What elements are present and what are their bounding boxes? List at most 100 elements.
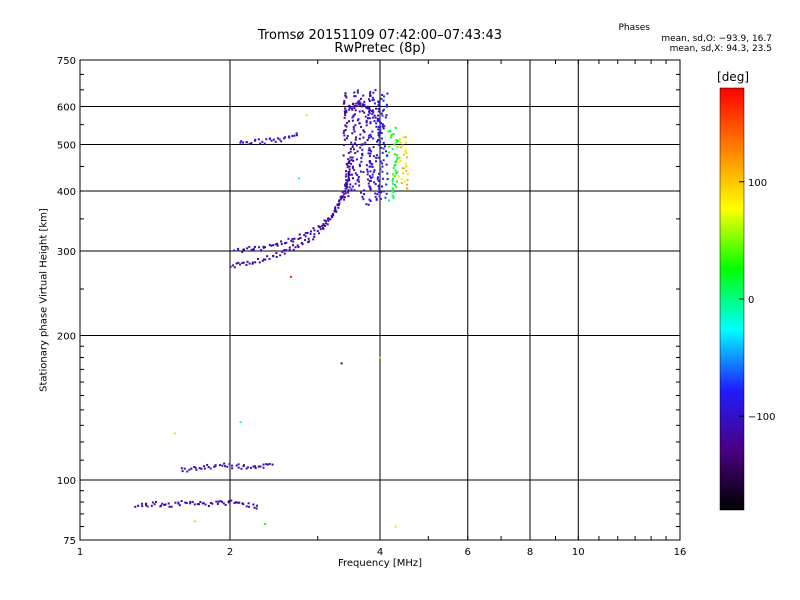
trace-point [368, 160, 371, 163]
trace-point [257, 257, 260, 260]
trace-point [396, 146, 399, 149]
trace-point [374, 160, 377, 163]
trace-point [399, 141, 402, 144]
trace-point [253, 465, 256, 468]
trace-point [374, 89, 377, 92]
trace-point [356, 174, 359, 177]
trace-point [357, 100, 360, 103]
trace-point [340, 196, 343, 199]
trace-point [317, 225, 320, 228]
trace-point [177, 502, 180, 505]
trace-point [345, 179, 348, 182]
trace-point [177, 501, 180, 504]
trace-point [275, 252, 278, 255]
trace-point [347, 195, 350, 198]
trace-point [254, 261, 257, 264]
trace-point [380, 132, 383, 135]
trace-point [395, 172, 398, 175]
trace-point [347, 191, 350, 194]
trace-point [246, 466, 249, 469]
trace-point [379, 125, 382, 128]
trace-point [356, 89, 359, 92]
trace-point [366, 107, 369, 110]
trace-point [270, 244, 273, 247]
trace-point [384, 150, 387, 153]
trace-point [362, 104, 365, 107]
trace-point [250, 142, 253, 145]
trace-point [371, 110, 374, 113]
trace-point [297, 246, 300, 249]
trace-point [351, 116, 354, 119]
trace-point [367, 182, 370, 185]
trace-point [387, 151, 390, 154]
trace-point [337, 206, 340, 209]
trace-point [198, 503, 201, 506]
trace-point [343, 129, 346, 132]
trace-point [375, 154, 378, 157]
trace-point [372, 155, 375, 158]
colorbar-unit: [deg] [717, 70, 749, 84]
trace-point [396, 157, 399, 160]
trace-point [241, 261, 244, 264]
trace-point [246, 247, 249, 250]
trace-point [348, 159, 351, 162]
trace-point [358, 110, 361, 113]
trace-point [291, 237, 294, 240]
trace-point [349, 150, 352, 153]
trace-point [362, 103, 365, 106]
trace-point [334, 207, 337, 210]
trace-point [227, 500, 230, 503]
trace-point [369, 162, 372, 165]
trace-point [347, 158, 350, 161]
trace-point [313, 233, 316, 236]
trace-point [259, 142, 262, 145]
trace-point [228, 463, 231, 466]
trace-point [360, 191, 363, 194]
trace-point [352, 105, 355, 108]
trace-point [379, 122, 382, 125]
trace-point [345, 121, 348, 124]
trace-point [406, 183, 409, 186]
trace-point [391, 177, 394, 180]
trace-point [378, 172, 381, 175]
trace-point [374, 195, 377, 198]
trace-point [320, 224, 323, 227]
trace-point [381, 177, 384, 180]
outlier-point [239, 421, 242, 424]
trace-point [352, 159, 355, 162]
trace-point [217, 500, 220, 503]
trace-point [371, 130, 374, 133]
trace-point [141, 505, 144, 508]
trace-point [274, 243, 277, 246]
trace-point [199, 500, 202, 503]
trace-point [371, 96, 374, 99]
trace-point [393, 153, 396, 156]
trace-point [354, 104, 357, 107]
trace-point [253, 245, 256, 248]
trace-point [351, 156, 354, 159]
trace-point [196, 503, 199, 506]
trace-point [368, 117, 371, 120]
trace-point [365, 124, 368, 127]
trace-point [198, 467, 201, 470]
colorbar: 100 0 −100 [719, 87, 775, 511]
trace-point [395, 139, 398, 142]
trace-point [357, 178, 360, 181]
trace-point [231, 467, 234, 470]
trace-point [242, 141, 245, 144]
data-points [134, 89, 409, 528]
trace-point [294, 246, 297, 249]
trace-point [288, 136, 291, 139]
y-tick-label: 100 [57, 476, 76, 487]
colorbar-tick-label: 100 [748, 178, 767, 189]
trace-point [388, 199, 391, 202]
trace-point [351, 119, 354, 122]
trace-point [240, 467, 243, 470]
trace-point [380, 112, 383, 115]
trace-point [189, 502, 192, 505]
trace-point [377, 156, 380, 159]
trace-point [394, 169, 397, 172]
trace-point [350, 162, 353, 165]
trace-point [262, 245, 265, 248]
trace-point [367, 203, 370, 206]
